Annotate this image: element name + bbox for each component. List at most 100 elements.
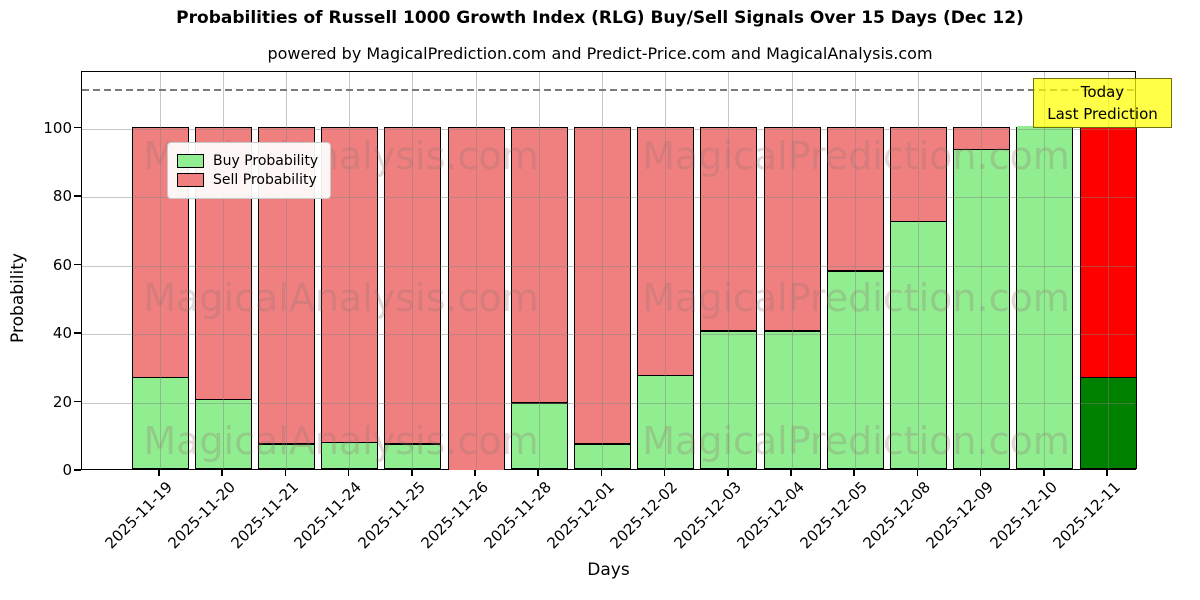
- chart-subtitle: powered by MagicalPrediction.com and Pre…: [267, 44, 933, 63]
- buy-segment: [132, 377, 188, 468]
- sell-segment: [385, 127, 441, 447]
- x-axis-label: Days: [587, 560, 630, 580]
- legend-label-sell: Sell Probability: [213, 172, 317, 188]
- bar-2025-11-26: [447, 126, 505, 470]
- x-tick-mark: [853, 470, 855, 476]
- x-tick-label-2025-11-21: 2025-11-21: [227, 478, 303, 553]
- x-tick-label-2025-12-04: 2025-12-04: [733, 478, 808, 553]
- v-gridline: [854, 72, 856, 469]
- x-tick-mark: [158, 470, 160, 476]
- y-tick-mark: [74, 469, 81, 471]
- segment-divider: [890, 220, 946, 223]
- plot-area: MagicalAnalysis.com MagicalPrediction.com…: [81, 71, 1137, 470]
- x-tick-label-2025-12-03: 2025-12-03: [670, 478, 745, 553]
- segment-divider: [954, 148, 1010, 151]
- x-tick-mark: [1106, 470, 1108, 476]
- buy-segment: [574, 444, 630, 468]
- sell-color-swatch: [177, 173, 204, 187]
- sell-segment: [890, 127, 946, 224]
- chart-title: Probabilities of Russell 1000 Growth Ind…: [176, 8, 1024, 28]
- buy-color-swatch: [177, 154, 204, 168]
- v-gridline: [728, 72, 730, 469]
- today-annotation-line1: Today: [1080, 82, 1125, 101]
- x-tick-mark: [284, 470, 287, 476]
- x-tick-label-2025-11-26: 2025-11-26: [417, 478, 492, 553]
- y-tick-label-100: 100: [43, 118, 72, 137]
- v-gridline: [917, 72, 919, 469]
- buy-segment: [195, 399, 251, 468]
- v-gridline: [222, 72, 224, 469]
- buy-segment: [827, 271, 883, 468]
- buy-segment: [954, 149, 1010, 468]
- bar-2025-12-08: [889, 126, 947, 469]
- x-tick-mark: [537, 470, 539, 476]
- y-tick-label-80: 80: [52, 187, 72, 205]
- h-gridline-100: [82, 128, 1135, 130]
- x-tick-mark: [347, 470, 350, 476]
- sell-segment: [574, 127, 630, 447]
- sell-segment: [827, 127, 883, 274]
- x-tick-label-2025-11-20: 2025-11-20: [164, 478, 239, 553]
- segment-divider: [701, 330, 757, 332]
- v-gridline: [1044, 72, 1046, 469]
- x-tick-label-2025-12-05: 2025-12-05: [796, 478, 871, 553]
- buy-segment: [638, 375, 694, 468]
- h-gridline-60: [82, 265, 1135, 267]
- buy-segment: [764, 331, 820, 468]
- sell-segment: [322, 127, 378, 445]
- bar-2025-12-01: [573, 126, 631, 469]
- buy-segment: [1017, 125, 1073, 468]
- segment-divider: [511, 402, 567, 404]
- h-gridline-80: [82, 197, 1135, 198]
- segment-divider: [385, 443, 441, 445]
- legend-item-sell: Sell Probability: [177, 172, 318, 188]
- v-gridline: [1107, 72, 1109, 469]
- segment-divider: [322, 441, 378, 444]
- today-annotation-line2: Last Prediction: [1047, 105, 1158, 123]
- x-tick-label-2025-12-10: 2025-12-10: [986, 478, 1061, 553]
- segment-divider: [638, 374, 694, 377]
- buy-segment: [322, 442, 378, 468]
- buy-segment: [511, 402, 567, 468]
- segment-divider: [258, 443, 314, 445]
- bar-2025-12-05: [826, 126, 884, 469]
- x-tick-label-2025-11-28: 2025-11-28: [480, 478, 555, 553]
- y-tick-label-60: 60: [52, 255, 72, 274]
- legend-label-buy: Buy Probability: [213, 153, 319, 169]
- bar-2025-11-28: [510, 126, 568, 469]
- x-tick-mark: [221, 470, 223, 476]
- segment-divider: [764, 330, 820, 332]
- x-tick-label-2025-12-02: 2025-12-02: [606, 478, 682, 553]
- x-tick-mark: [1043, 470, 1045, 476]
- legend: Buy Probability Sell Probability: [167, 142, 332, 199]
- v-gridline: [412, 72, 414, 469]
- v-gridline: [665, 72, 667, 469]
- buy-segment: [258, 444, 314, 468]
- sell-segment: [954, 127, 1010, 152]
- y-axis-label: Probability: [8, 253, 28, 343]
- bar-2025-12-03: [700, 126, 758, 469]
- y-tick-mark: [74, 126, 81, 129]
- sell-segment: [701, 127, 757, 333]
- x-tick-mark: [663, 470, 666, 476]
- x-tick-label-2025-11-25: 2025-11-25: [354, 478, 429, 553]
- bar-2025-12-10: [1016, 125, 1074, 469]
- x-tick-label-2025-11-19: 2025-11-19: [101, 478, 176, 553]
- sell-segment: [764, 127, 820, 333]
- bar-2025-12-04: [763, 126, 821, 469]
- v-gridline: [538, 72, 540, 469]
- x-tick-label-2025-11-24: 2025-11-24: [290, 478, 366, 553]
- x-tick-mark: [979, 470, 982, 476]
- x-tick-mark: [916, 470, 919, 476]
- y-tick-mark: [74, 400, 81, 403]
- v-gridline: [475, 72, 477, 469]
- today-annotation-box: Today Last Prediction: [1033, 78, 1172, 128]
- sell-segment: [1080, 127, 1136, 380]
- v-gridline: [349, 72, 351, 469]
- legend-item-buy: Buy Probability: [177, 153, 318, 169]
- sell-segment: [638, 127, 694, 378]
- x-tick-label-2025-12-01: 2025-12-01: [543, 478, 619, 553]
- v-gridline: [791, 72, 793, 469]
- v-gridline: [601, 72, 603, 469]
